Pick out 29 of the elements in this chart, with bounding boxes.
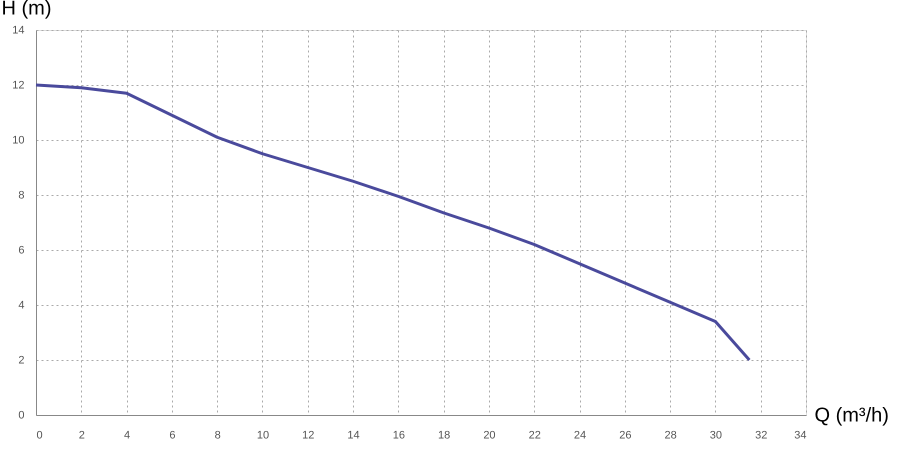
y-tick-label: 0	[18, 410, 24, 422]
y-tick-label: 12	[12, 80, 24, 92]
x-tick-label: 20	[483, 430, 496, 442]
x-tick-label: 28	[664, 430, 677, 442]
x-tick-label: 12	[302, 430, 314, 442]
y-axis-title: H (m)	[2, 0, 52, 20]
y-tick-label: 10	[12, 134, 24, 146]
x-tick-label: 16	[392, 430, 405, 442]
x-tick-label: 34	[794, 430, 806, 442]
y-tick-label: 8	[18, 190, 24, 202]
y-tick-label: 4	[18, 300, 24, 312]
x-axis-title: Q (m³/h)	[814, 404, 889, 426]
x-tick-label: 0	[36, 430, 43, 442]
x-tick-label: 18	[438, 430, 450, 442]
x-tick-label: 24	[574, 430, 586, 442]
y-tick-label: 14	[12, 24, 24, 36]
line-series	[34, 84, 751, 362]
x-tick-label: 6	[169, 430, 176, 442]
x-tick-label: 4	[124, 430, 130, 442]
x-tick-label: 10	[256, 430, 270, 442]
x-tick-label: 30	[710, 430, 722, 442]
x-tick-label: 22	[528, 430, 541, 442]
x-tick-label: 14	[347, 430, 360, 442]
x-tick-label: 32	[755, 430, 768, 442]
x-tick-label: 8	[214, 430, 221, 442]
y-tick-label: 2	[18, 354, 24, 366]
y-tick-label: 6	[18, 244, 24, 256]
x-tick-label: 2	[78, 430, 85, 442]
x-tick-label: 26	[619, 430, 632, 442]
